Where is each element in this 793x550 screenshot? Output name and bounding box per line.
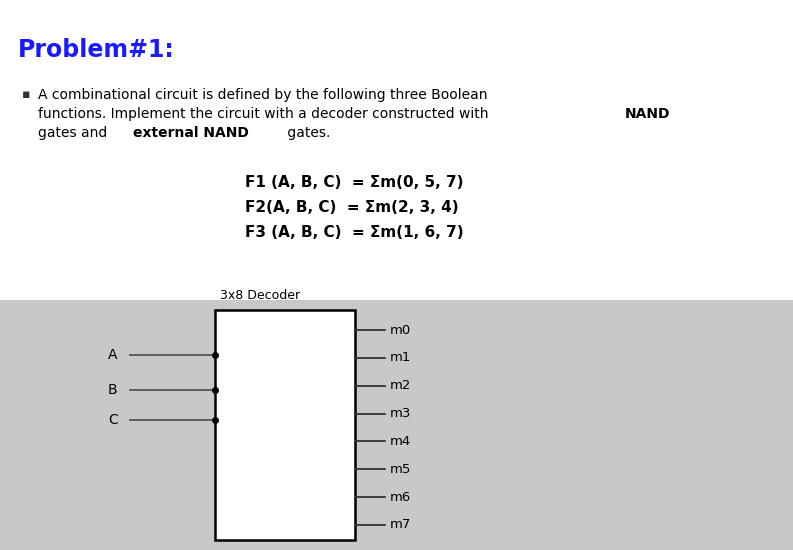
Text: C: C — [108, 413, 117, 427]
Text: A: A — [108, 348, 117, 362]
Text: NAND: NAND — [625, 107, 670, 121]
Bar — [0, 0, 793, 300]
Text: m7: m7 — [390, 519, 412, 531]
Text: F3 (A, B, C)  = Σm(1, 6, 7): F3 (A, B, C) = Σm(1, 6, 7) — [245, 225, 464, 240]
Text: F1 (A, B, C)  = Σm(0, 5, 7): F1 (A, B, C) = Σm(0, 5, 7) — [245, 175, 463, 190]
Text: m0: m0 — [390, 323, 412, 337]
Text: m2: m2 — [390, 379, 412, 392]
Text: gates.: gates. — [282, 126, 330, 140]
Text: ▪: ▪ — [22, 88, 30, 101]
Text: Problem#1:: Problem#1: — [18, 38, 174, 62]
Text: F2(A, B, C)  = Σm(2, 3, 4): F2(A, B, C) = Σm(2, 3, 4) — [245, 200, 458, 215]
Text: m1: m1 — [390, 351, 412, 364]
Text: m5: m5 — [390, 463, 412, 476]
Text: m6: m6 — [390, 491, 412, 504]
Text: A combinational circuit is defined by the following three Boolean: A combinational circuit is defined by th… — [38, 88, 488, 102]
Text: B: B — [108, 383, 117, 397]
Bar — [215, 310, 355, 540]
Text: gates and: gates and — [38, 126, 112, 140]
Text: m3: m3 — [390, 407, 412, 420]
Text: m4: m4 — [390, 435, 412, 448]
Text: external NAND: external NAND — [133, 126, 249, 140]
Text: 3x8 Decoder: 3x8 Decoder — [220, 289, 300, 302]
Text: functions. Implement the circuit with a decoder constructed with: functions. Implement the circuit with a … — [38, 107, 493, 121]
Bar — [0, 295, 793, 550]
